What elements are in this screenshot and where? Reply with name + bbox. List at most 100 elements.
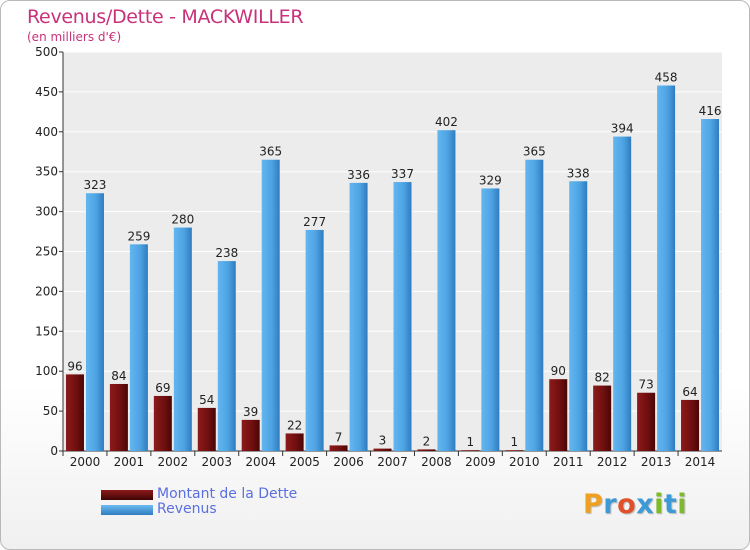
- y-tick-label: 200: [35, 284, 58, 298]
- x-tick-label: 2008: [421, 455, 452, 469]
- y-tick-label: 300: [35, 205, 58, 219]
- data-label-dette: 3: [379, 434, 387, 448]
- bar-dette: [417, 449, 436, 451]
- data-label-dette: 90: [551, 364, 566, 378]
- data-label-revenus: 458: [655, 71, 678, 85]
- legend-item-revenus: Revenus: [101, 502, 297, 517]
- bar-dette: [65, 374, 84, 451]
- bar-revenus: [613, 136, 632, 451]
- legend-swatch-revenus: [101, 504, 153, 515]
- bar-dette: [373, 448, 392, 451]
- data-label-revenus: 416: [699, 104, 722, 118]
- logo-letter: i: [654, 489, 664, 520]
- bar-dette: [153, 395, 172, 451]
- bar-dette: [637, 392, 656, 451]
- proxiti-logo: Proxiti: [583, 489, 687, 520]
- x-tick-label: 2010: [509, 455, 540, 469]
- bar-dette: [549, 379, 568, 451]
- bar-revenus: [217, 261, 236, 451]
- y-tick-label: 50: [43, 404, 58, 418]
- x-tick-label: 2002: [158, 455, 189, 469]
- x-tick-label: 2000: [70, 455, 101, 469]
- bar-revenus: [437, 130, 456, 452]
- y-tick-label: 250: [35, 245, 58, 259]
- x-tick-label: 2006: [333, 455, 364, 469]
- x-tick-label: 2001: [114, 455, 145, 469]
- data-label-dette: 2: [423, 434, 431, 448]
- bar-dette: [505, 450, 524, 451]
- y-tick-label: 450: [35, 85, 58, 99]
- x-tick-label: 2012: [597, 455, 628, 469]
- bar-revenus: [569, 181, 588, 451]
- legend-swatch-dette: [101, 489, 153, 500]
- x-tick-label: 2014: [685, 455, 716, 469]
- bar-dette: [593, 385, 612, 451]
- bar-revenus: [129, 244, 148, 451]
- logo-letter: t: [663, 489, 678, 520]
- x-tick-label: 2013: [641, 455, 672, 469]
- data-label-dette: 7: [335, 430, 343, 444]
- data-label-revenus: 329: [479, 173, 502, 187]
- legend-item-dette: Montant de la Dette: [101, 487, 297, 502]
- y-tick-label: 400: [35, 125, 58, 139]
- bar-dette: [109, 383, 128, 451]
- data-label-revenus: 238: [215, 246, 238, 260]
- data-label-revenus: 259: [127, 229, 150, 243]
- data-label-dette: 64: [682, 385, 697, 399]
- data-label-dette: 22: [287, 418, 302, 432]
- y-tick-label: 350: [35, 165, 58, 179]
- logo-letter: i: [677, 489, 688, 520]
- data-label-revenus: 280: [171, 213, 194, 227]
- bar-revenus: [349, 182, 368, 451]
- data-label-revenus: 365: [523, 145, 546, 159]
- data-label-revenus: 338: [567, 166, 590, 180]
- data-label-dette: 54: [199, 393, 214, 407]
- bar-revenus: [305, 229, 324, 451]
- bar-dette: [681, 399, 700, 451]
- data-label-dette: 1: [510, 435, 518, 449]
- data-label-revenus: 336: [347, 168, 370, 182]
- y-tick-label: 0: [50, 444, 58, 458]
- data-label-dette: 82: [595, 371, 610, 385]
- x-tick-label: 2005: [289, 455, 320, 469]
- data-label-dette: 73: [638, 378, 653, 392]
- bar-dette: [241, 419, 260, 451]
- bar-dette: [329, 445, 348, 451]
- logo-letter: o: [617, 489, 637, 520]
- bar-revenus: [261, 159, 280, 452]
- data-label-revenus: 337: [391, 167, 414, 181]
- data-label-dette: 39: [243, 405, 258, 419]
- bar-revenus: [525, 159, 544, 452]
- x-tick-label: 2011: [553, 455, 584, 469]
- data-label-dette: 1: [467, 435, 475, 449]
- bar-revenus: [657, 85, 676, 452]
- data-label-dette: 96: [67, 359, 82, 373]
- x-tick-label: 2004: [245, 455, 276, 469]
- bar-dette: [285, 433, 304, 451]
- data-label-dette: 69: [155, 381, 170, 395]
- logo-letter: P: [583, 489, 604, 520]
- data-label-revenus: 394: [611, 122, 634, 136]
- y-tick-label: 500: [35, 45, 58, 59]
- data-label-revenus: 277: [303, 215, 326, 229]
- legend-label-revenus: Revenus: [157, 501, 217, 517]
- legend: Montant de la Dette Revenus: [101, 487, 297, 517]
- x-tick-label: 2003: [201, 455, 232, 469]
- data-label-dette: 84: [111, 369, 126, 383]
- y-tick-label: 150: [35, 324, 58, 338]
- bar-dette: [197, 407, 216, 451]
- bar-revenus: [481, 188, 500, 451]
- data-label-revenus: 323: [84, 178, 107, 192]
- bar-revenus: [173, 227, 192, 451]
- x-tick-label: 2009: [465, 455, 496, 469]
- bar-revenus: [393, 182, 412, 451]
- chart-title: Revenus/Dette - MACKWILLER: [27, 6, 304, 28]
- bar-dette: [461, 450, 480, 451]
- bar-revenus: [701, 119, 720, 452]
- chart-subtitle: (en milliers d'€): [27, 30, 122, 44]
- x-tick-label: 2007: [377, 455, 408, 469]
- data-label-revenus: 402: [435, 115, 458, 129]
- bar-revenus: [85, 193, 104, 451]
